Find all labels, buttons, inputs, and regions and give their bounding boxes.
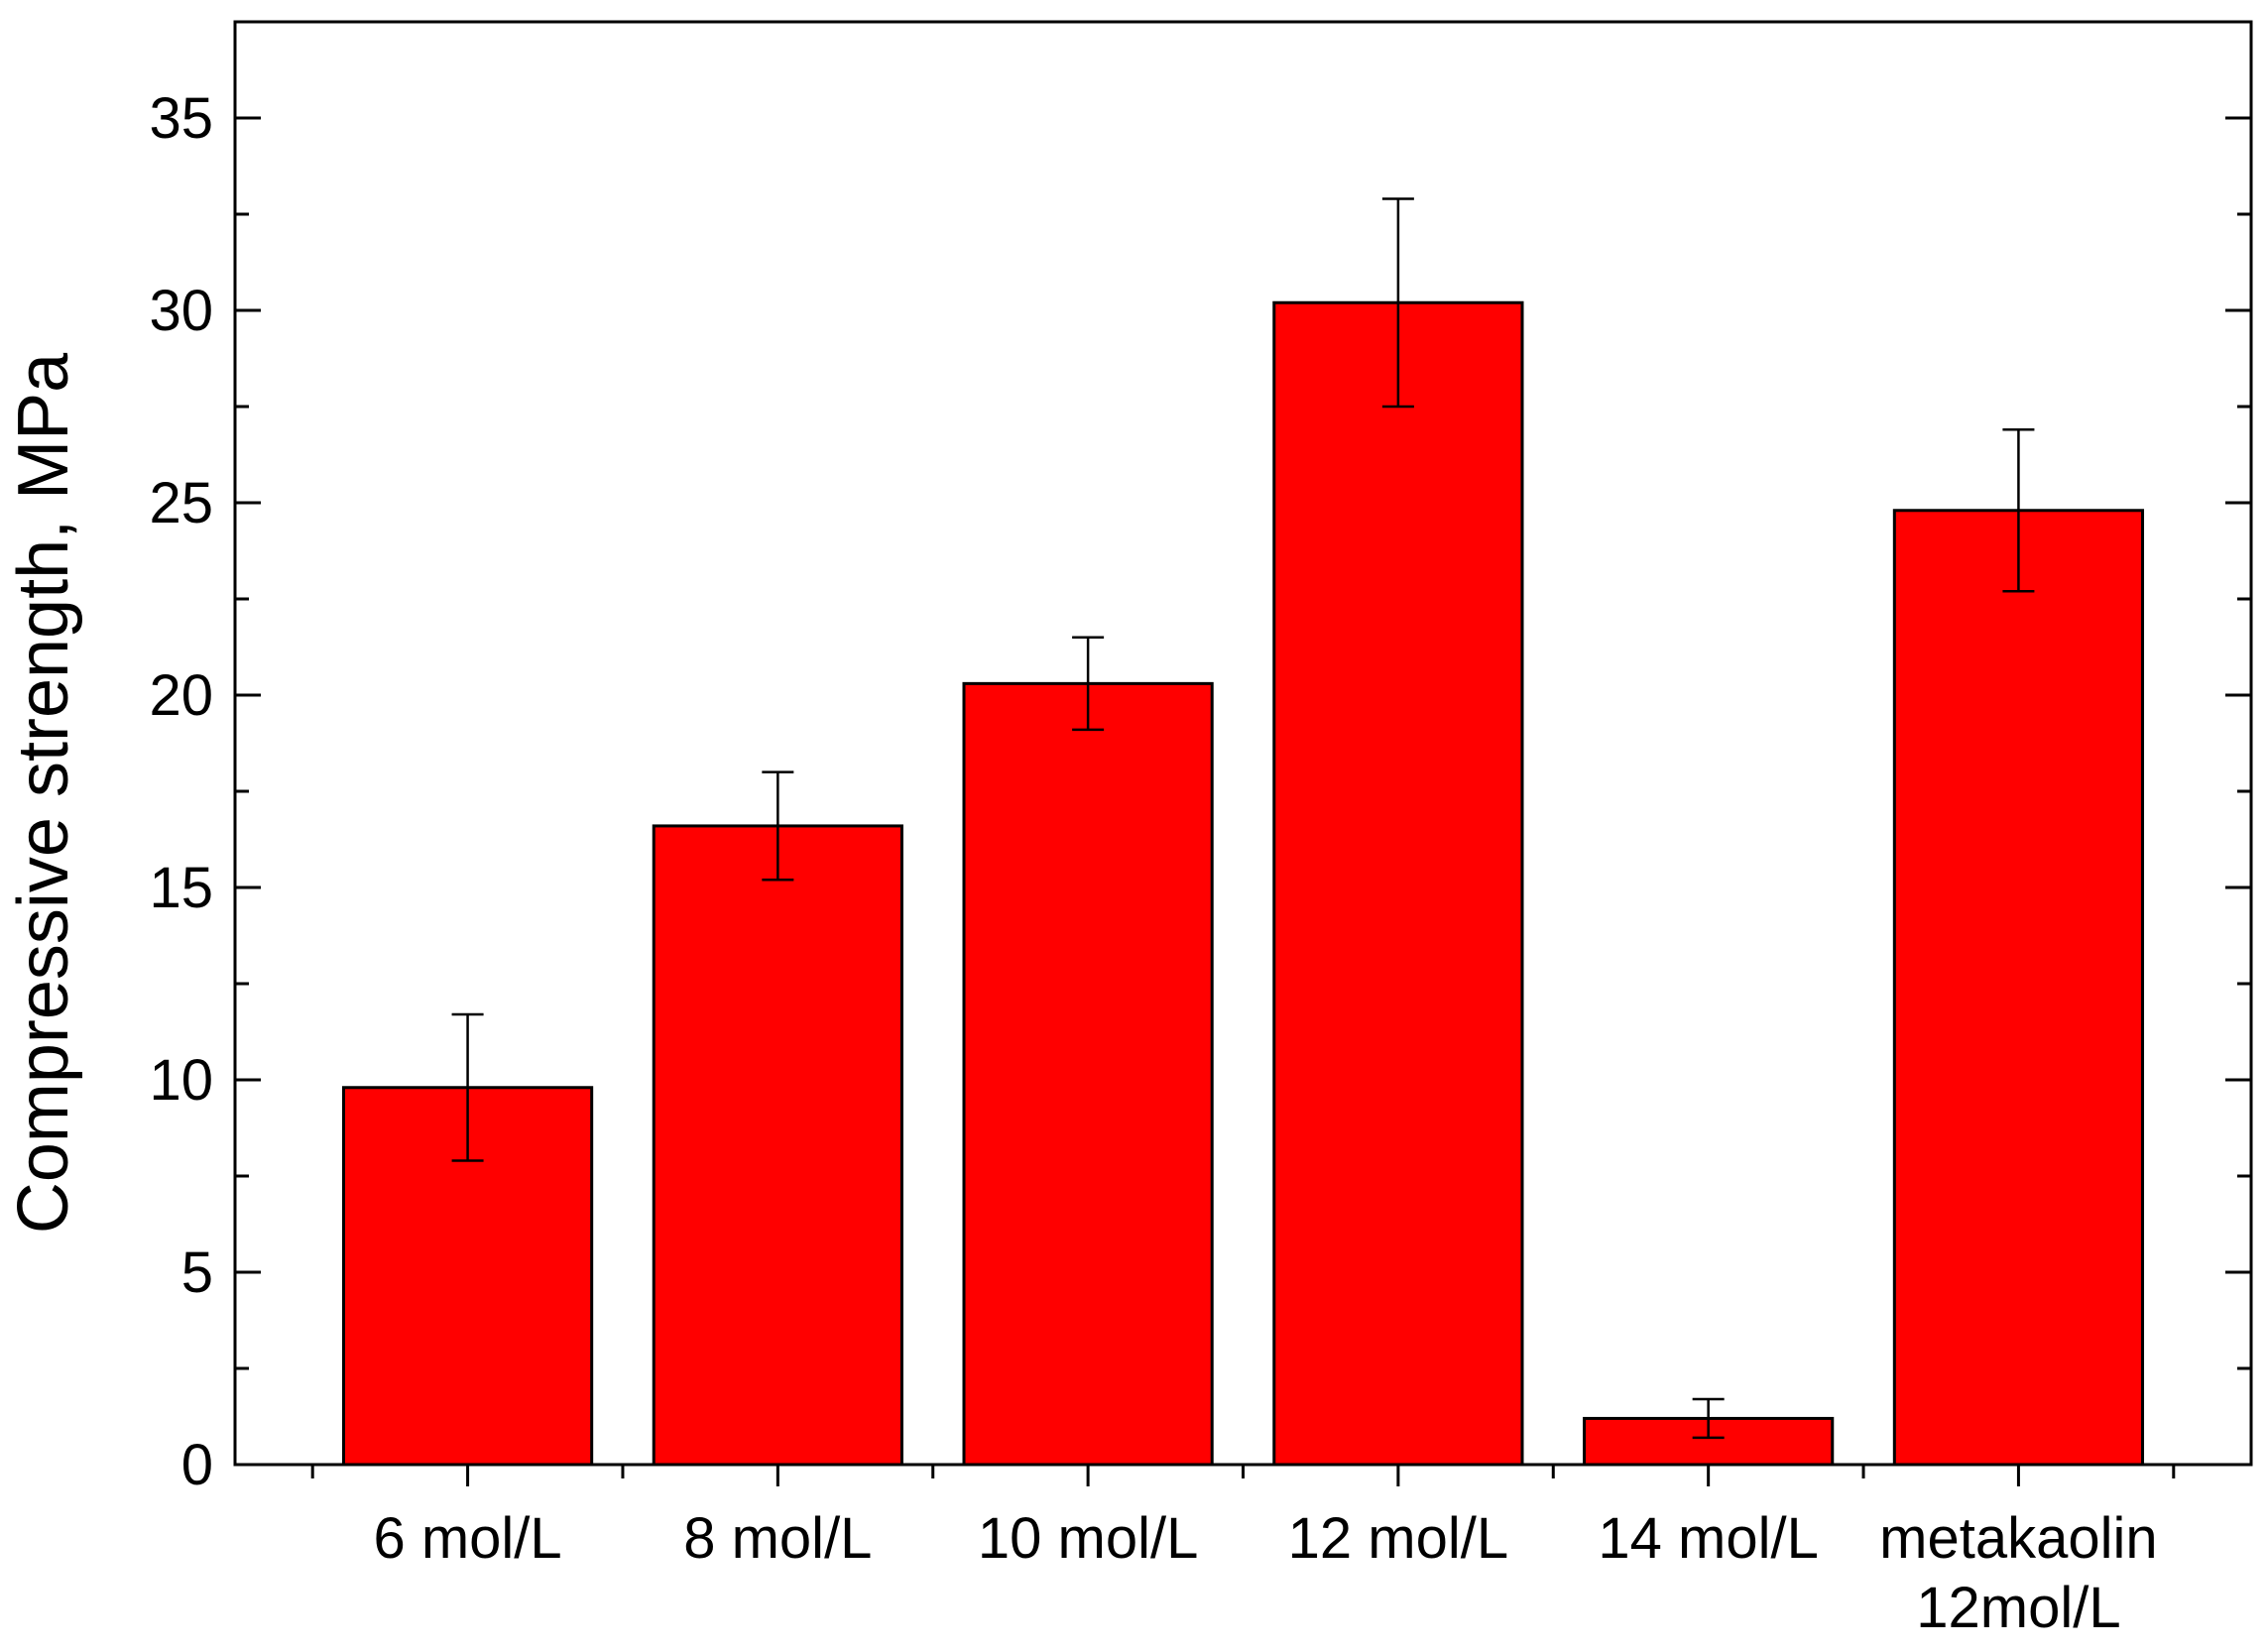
x-tick-label: 10 mol/L <box>978 1506 1198 1571</box>
y-tick-label: 30 <box>149 279 213 343</box>
y-tick-label: 5 <box>181 1240 213 1305</box>
y-tick-label: 25 <box>149 471 213 535</box>
y-tick-label: 10 <box>149 1048 213 1113</box>
x-tick-label: 8 mol/L <box>683 1506 872 1571</box>
error-bar <box>1072 636 1105 732</box>
x-tick-label: metakaolin <box>1879 1506 2157 1571</box>
x-tick-label: 12 mol/L <box>1288 1506 1508 1571</box>
y-axis: 0 5 10 15 20 25 30 35 <box>149 20 2251 1497</box>
bars-layer <box>341 300 2145 1467</box>
x-axis: 6 mol/L 8 mol/L 10 mol/L 12 mol/L 14 mol/L me… <box>310 1465 2176 1640</box>
bar <box>652 824 903 1467</box>
error-bar <box>451 1012 484 1162</box>
y-tick-label: 35 <box>149 86 213 151</box>
x-tick-label: 14 mol/L <box>1598 1506 1818 1571</box>
error-bar <box>1381 197 1414 409</box>
y-tick-label: 20 <box>149 663 213 728</box>
error-bar <box>762 770 794 882</box>
y-axis-title: Compressive strength, MPa <box>4 352 83 1234</box>
bar <box>1892 509 2145 1467</box>
error-bar <box>1692 1397 1725 1440</box>
bar <box>1272 300 1524 1467</box>
error-bar <box>2002 428 2035 593</box>
y-tick-label: 0 <box>181 1433 213 1497</box>
x-tick-label: 6 mol/L <box>373 1506 561 1571</box>
x-tick-label: 12mol/L <box>1916 1576 2120 1640</box>
error-bars-layer <box>451 197 2035 1440</box>
bar <box>962 681 1214 1467</box>
y-tick-label: 15 <box>149 856 213 920</box>
